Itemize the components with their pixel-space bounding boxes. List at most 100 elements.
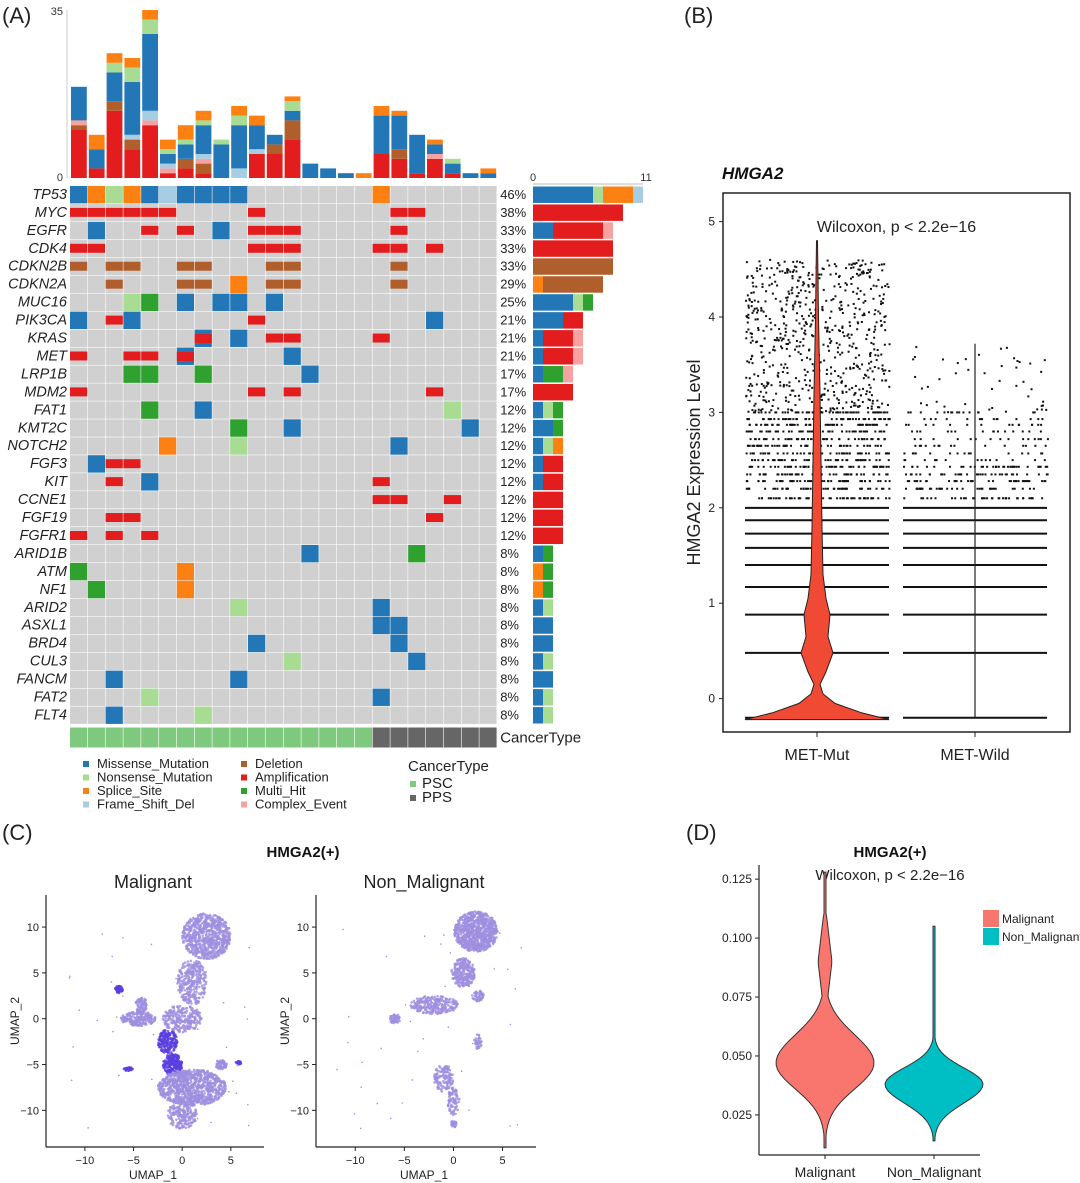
grid-cell — [443, 329, 461, 347]
jitter-point — [826, 259, 829, 262]
jitter-point — [777, 418, 780, 421]
grid-cell — [70, 688, 88, 706]
jitter-point — [990, 388, 993, 391]
jitter-point — [860, 480, 863, 483]
jitter-point — [845, 401, 848, 404]
jitter-point — [1028, 480, 1031, 483]
grid-cell — [461, 275, 479, 294]
jitter-point — [920, 444, 923, 447]
jitter-point — [928, 473, 931, 476]
jitter-point — [750, 355, 753, 358]
gene-label: KMT2C — [18, 420, 68, 436]
jitter-point — [928, 487, 931, 490]
jitter-point — [1037, 423, 1040, 426]
grid-cell — [265, 634, 283, 653]
jitter-point — [913, 480, 916, 483]
jitter-point — [760, 307, 763, 310]
grid-cell — [265, 616, 283, 635]
jitter-point — [1040, 452, 1043, 455]
jitter-point — [826, 487, 829, 490]
grid-cell — [319, 186, 337, 204]
jitter-point — [1027, 452, 1030, 455]
grid-cell — [443, 383, 461, 401]
grid-cell — [212, 383, 230, 401]
jitter-point — [934, 418, 937, 421]
jitter-point — [763, 337, 766, 340]
jitter-point — [830, 310, 833, 313]
grid-cell — [319, 275, 337, 294]
grid-cell — [87, 545, 105, 563]
grid-cell — [123, 275, 141, 294]
umap-point — [181, 1030, 185, 1034]
jitter-point — [810, 323, 813, 326]
umap-point — [188, 964, 191, 968]
umap-point — [194, 936, 198, 940]
jitter-point — [862, 271, 865, 274]
jitter-point — [871, 402, 874, 405]
umap-point — [171, 1069, 175, 1072]
jitter-point — [767, 459, 770, 462]
jitter-point — [745, 261, 748, 264]
jitter-point — [849, 418, 852, 421]
grid-cell — [123, 688, 141, 706]
jitter-point — [797, 301, 800, 304]
jitter-point — [875, 465, 878, 468]
jitter-point — [756, 444, 759, 447]
jitter-point — [771, 459, 774, 462]
grid-cell — [479, 293, 497, 312]
mutation-cell — [212, 293, 230, 312]
jitter-point — [887, 286, 890, 289]
jitter-point — [783, 465, 786, 468]
umap-point — [202, 956, 205, 959]
jitter-point — [802, 487, 805, 490]
jitter-point — [790, 408, 793, 411]
umap-point — [187, 993, 191, 997]
jitter-point — [786, 299, 789, 302]
umap-point — [178, 976, 181, 980]
jitter-point — [904, 487, 907, 490]
grid-cell — [461, 688, 479, 706]
umap-point — [163, 1045, 167, 1048]
gene-bar-segment — [533, 258, 613, 275]
grid-cell — [123, 652, 141, 671]
jitter-point — [991, 406, 994, 409]
sample-bar-segment — [160, 154, 176, 164]
jitter-point — [802, 337, 805, 340]
jitter-point — [869, 367, 872, 370]
jitter-point — [980, 497, 983, 500]
grid-cell — [319, 311, 337, 329]
jitter-point — [758, 394, 761, 397]
grid-cell — [319, 616, 337, 635]
gene-bar-segment — [533, 312, 563, 329]
grid-cell — [283, 437, 301, 455]
jitter-point — [870, 394, 873, 397]
grid-cell — [461, 365, 479, 383]
umap-point — [150, 1014, 154, 1018]
grid-cell — [426, 706, 444, 724]
jitter-point — [781, 270, 784, 273]
grid-cell — [230, 401, 248, 419]
umap-point — [132, 1020, 135, 1023]
grid-cell — [319, 562, 337, 581]
jitter-point — [868, 311, 871, 314]
jitter-point — [844, 411, 847, 414]
jitter-point — [976, 487, 979, 490]
umap-point — [192, 1011, 196, 1015]
grid-cell — [337, 598, 355, 617]
umap-point — [125, 1016, 129, 1019]
jitter-point — [969, 438, 972, 441]
umap-point — [180, 972, 183, 975]
jitter-point — [852, 302, 855, 305]
mutation-cell — [87, 221, 105, 240]
jitter-point — [754, 318, 757, 321]
grid-cell — [176, 652, 194, 671]
jitter-point — [873, 330, 876, 333]
grid-cell — [461, 473, 479, 491]
umap-point — [189, 963, 193, 966]
umap-point — [172, 1006, 176, 1010]
grid-cell — [70, 491, 88, 509]
jitter-point — [806, 487, 809, 490]
jitter-point — [752, 276, 755, 279]
grid-cell — [265, 670, 283, 688]
jitter-point — [1034, 459, 1037, 462]
